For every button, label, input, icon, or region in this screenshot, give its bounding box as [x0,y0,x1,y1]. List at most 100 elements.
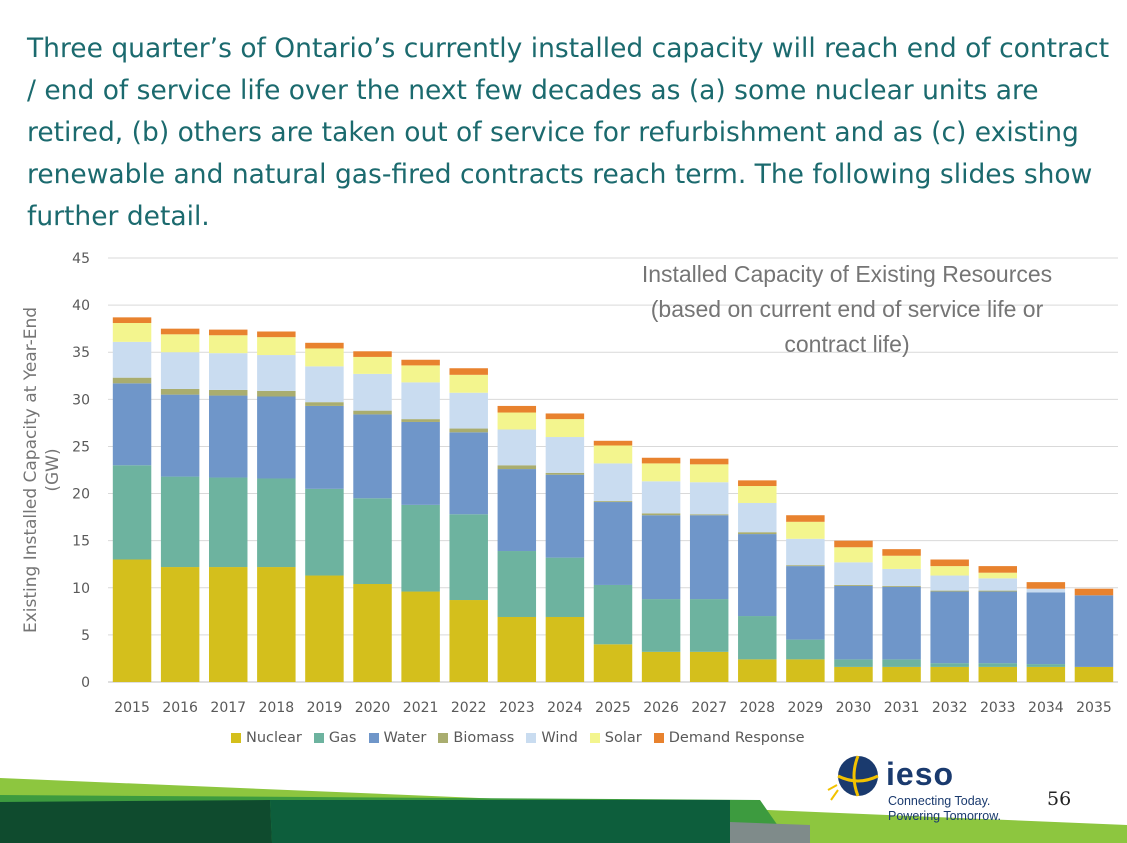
bar-segment-gas [978,663,1017,667]
y-axis-label-line: (GW) [43,448,63,491]
bar-segment-demand-response [160,328,200,335]
bar-segment-demand-response [834,540,873,548]
bar-segment-water [353,414,392,499]
y-tick-label: 15 [72,534,90,550]
bar-segment-wind [930,575,969,591]
legend-label: Water [383,730,427,746]
x-tick-label: 2020 [355,700,391,716]
bar-segment-solar [882,555,921,569]
bar-segment-gas [641,599,681,652]
bar-segment-gas [257,478,296,568]
bar-segment-demand-response [593,440,633,446]
bar-segment-biomass [209,389,248,396]
bars [112,317,1114,682]
bar-segment-demand-response [112,317,152,324]
bar-segment-demand-response [882,549,921,556]
x-tick-label: 2026 [643,700,679,716]
y-axis-label: Existing Installed Capacity at Year-End(… [21,307,63,633]
bar-segment-demand-response [786,515,825,522]
bar-segment-nuclear [112,559,152,682]
legend-label: Wind [541,730,578,746]
bar-segment-demand-response [738,480,777,487]
bar-segment-gas [401,504,440,592]
bar-segment-nuclear [353,584,392,682]
bar-segment-nuclear [305,575,344,682]
bar-segment-solar [689,464,729,483]
bar-segment-water [786,566,825,640]
bar-segment-solar [978,572,1017,579]
bar-segment-water [834,585,873,660]
bar-segment-nuclear [689,651,729,682]
bar-segment-nuclear [257,567,296,682]
bar-segment-gas [545,557,585,617]
bar-segment-gas [112,465,152,560]
bar-segment-nuclear [834,666,873,682]
bar-segment-demand-response [641,457,681,464]
legend-item: Demand Response [653,730,805,746]
ieso-logo: ieso Connecting Today. Powering Tomorrow… [826,750,1016,830]
bar-segment-gas [209,477,248,568]
bar-segment-wind [112,341,152,378]
legend-label: Demand Response [668,730,805,746]
bar-segment-demand-response [449,368,488,375]
bar-segment-gas [593,584,633,645]
bar-segment-gas [738,616,777,660]
x-tick-label: 2029 [788,700,824,716]
bar-segment-water [545,474,585,558]
bar-segment-wind [160,352,200,389]
logo-tagline-1: Connecting Today. [888,794,991,808]
bar-segment-solar [209,335,248,354]
bar-segment-water [593,502,633,585]
x-tick-label: 2035 [1076,700,1112,716]
bar-segment-nuclear [545,616,585,682]
bar-segment-wind [978,578,1017,591]
bar-segment-gas [882,659,921,667]
bar-segment-demand-response [353,351,392,357]
x-tick-label: 2034 [1028,700,1064,716]
chart-title-line: (based on current end of service life or [651,296,1044,322]
y-tick-label: 45 [72,251,90,267]
bar-segment-biomass [738,532,777,535]
bar-segment-wind [545,437,585,473]
logo-tagline-2: Powering Tomorrow. [888,809,1002,823]
x-tick-label: 2033 [980,700,1016,716]
bar-segment-demand-response [401,359,440,366]
x-tick-label: 2031 [884,700,920,716]
x-tick-label: 2021 [403,700,439,716]
bar-segment-nuclear [449,600,488,682]
bar-segment-demand-response [257,331,296,338]
bar-segment-solar [545,419,585,438]
bar-segment-biomass [449,428,488,433]
bar-segment-wind [641,481,681,514]
bar-segment-nuclear [786,659,825,682]
bar-segment-water [449,432,488,515]
bar-segment-water [978,591,1017,664]
x-tick-label: 2028 [739,700,775,716]
y-tick-label: 5 [81,628,90,644]
legend-swatch [653,733,664,743]
bar-segment-solar [641,463,681,482]
bar-segment-biomass [401,419,440,422]
bar-segment-water [305,405,344,489]
x-tick-label: 2030 [836,700,872,716]
bar-segment-gas [497,551,537,617]
bar-segment-solar [353,356,392,374]
legend-swatch [526,733,537,743]
bar-segment-wind [305,366,344,403]
y-tick-label: 0 [81,675,90,691]
bar-segment-biomass [930,590,969,592]
bar-segment-biomass [834,584,873,586]
bar-segment-gas [930,663,969,667]
bar-segment-wind [738,502,777,533]
slide-title: Three quarter’s of Ontario’s currently i… [27,33,1110,232]
x-tick-label: 2032 [932,700,968,716]
x-tick-label: 2017 [210,700,246,716]
bar-segment-nuclear [160,567,200,682]
logo-wordmark: ieso [886,756,955,792]
y-axis-ticks: 0 5 10 15 20 25 30 35 40 45 [72,251,90,691]
chart-title-line: contract life) [784,331,909,357]
bar-segment-biomass [882,585,921,587]
bar-segment-water [930,591,969,664]
bar-segment-nuclear [641,651,681,682]
bar-segment-demand-response [305,342,344,349]
